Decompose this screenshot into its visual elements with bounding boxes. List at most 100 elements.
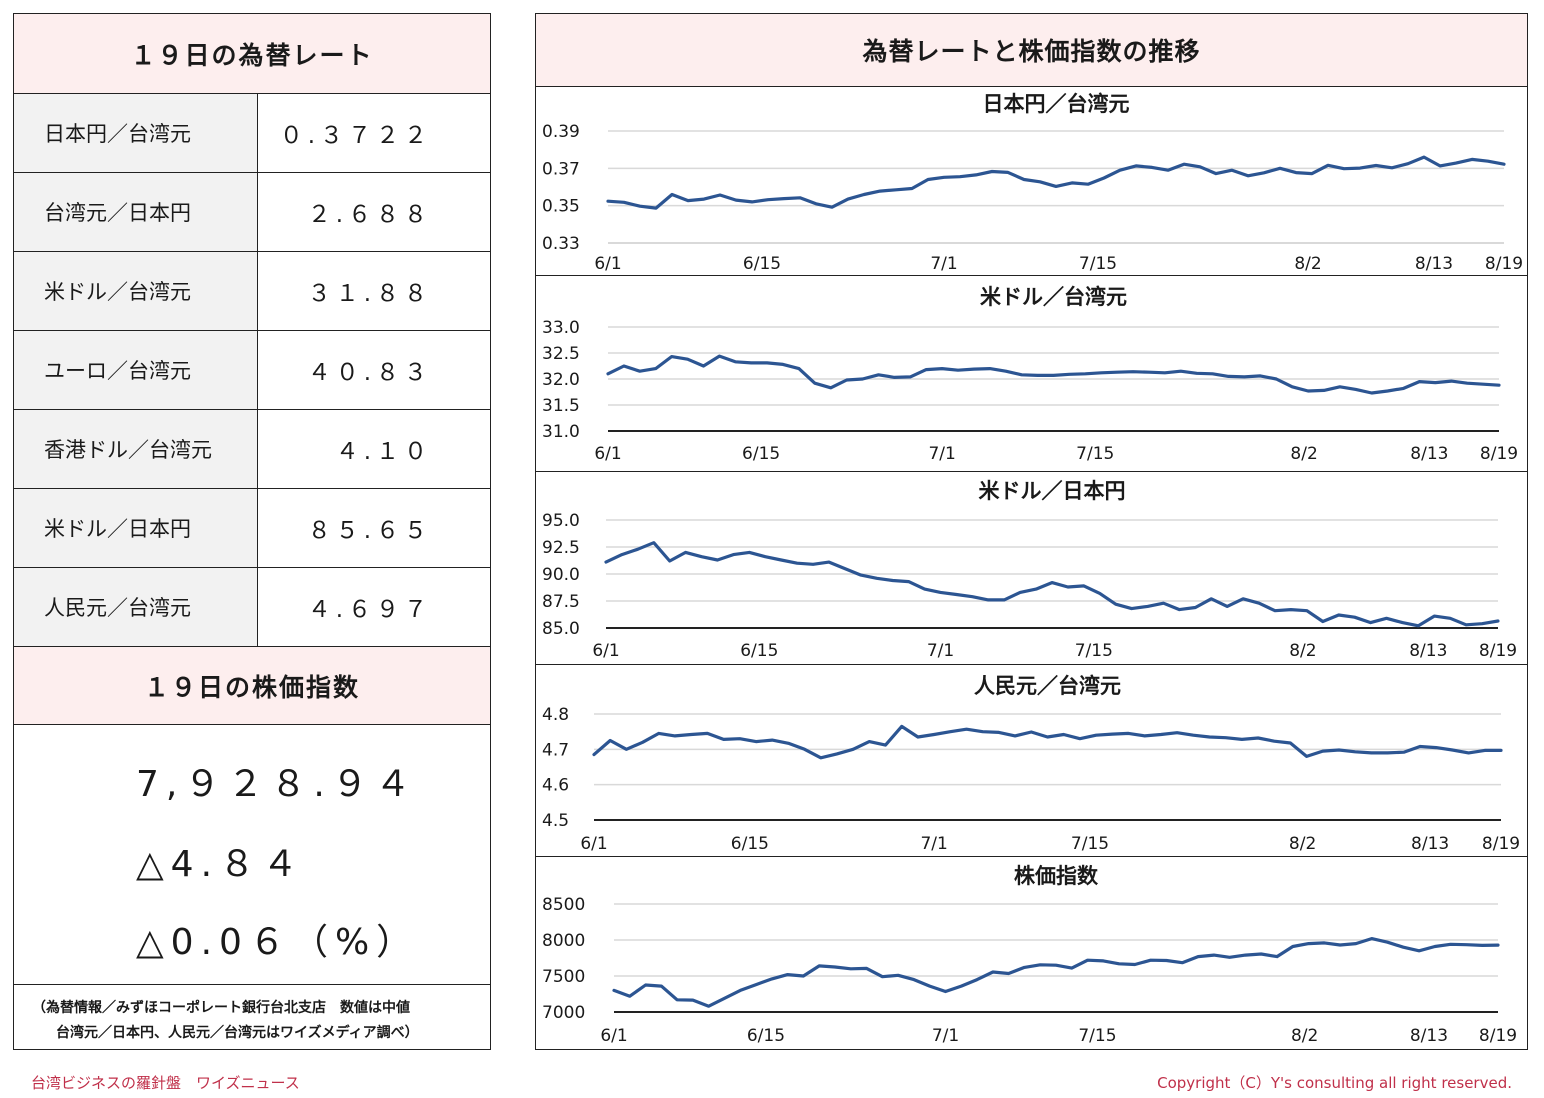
rate-row: ユーロ／台湾元 ４０.８３	[14, 331, 490, 410]
chart-title: 株価指数	[1014, 864, 1099, 888]
x-tick-label: 6/15	[740, 641, 778, 661]
x-tick-label: 6/15	[742, 444, 780, 464]
x-tick-label: 8/13	[1411, 834, 1449, 854]
chart-title: 米ドル／台湾元	[980, 285, 1127, 309]
x-tick-label: 8/2	[1290, 444, 1317, 464]
x-tick-label: 8/19	[1479, 641, 1517, 661]
rate-value: ４０.８３	[307, 360, 432, 386]
rates-panel: １９日の為替レート 日本円／台湾元 ０.３７２２ 台湾元／日本円 ２.６８８ 米…	[13, 13, 491, 1050]
y-tick-label: 0.33	[542, 234, 580, 254]
chart-panel-jpy-twd: 日本円／台湾元 0.39 0.37 0.35 0.33 6/1 6/15 7/1 7/15 8/2…	[536, 87, 1527, 276]
chart-title: 米ドル／日本円	[979, 479, 1126, 503]
x-tick-label: 6/1	[580, 834, 607, 854]
chart-panel-stock-index: 株価指数 8500 8000 7500 7000 6/1 6/15 7/1 7/15 8/2 8/1…	[536, 857, 1527, 1049]
y-tick-label: 32.0	[542, 370, 580, 390]
rate-row: 香港ドル／台湾元 ４.１０	[14, 410, 490, 489]
y-tick-label: 92.5	[542, 538, 580, 558]
rate-value: ４.１０	[335, 439, 432, 465]
x-tick-label: 6/1	[600, 1026, 627, 1046]
rate-value: ０.３７２２	[279, 123, 432, 149]
rate-label: ユーロ／台湾元	[14, 331, 258, 409]
y-tick-label: 85.0	[542, 619, 580, 639]
stock-change-percent: △0.0６（%）	[136, 922, 420, 963]
chart-usd-twd: 米ドル／台湾元 33.0 32.5 32.0 31.5 31.0 6/1 6/15 7/1 7/1…	[542, 285, 1518, 464]
rate-label: 米ドル／台湾元	[14, 252, 258, 330]
x-tick-label: 6/1	[594, 254, 621, 274]
x-tick-label: 7/15	[1078, 1026, 1116, 1046]
rate-value: ４.６９７	[307, 597, 432, 623]
rate-value: ８５.６５	[307, 518, 432, 544]
stock-change: △4.８４	[136, 844, 306, 885]
y-tick-label: 7500	[542, 967, 585, 987]
rate-value: ３１.８８	[307, 281, 432, 307]
y-tick-label: 31.5	[542, 396, 580, 416]
x-tick-label: 8/19	[1485, 254, 1523, 274]
rate-row: 台湾元／日本円 ２.６８８	[14, 173, 490, 252]
x-tick-label: 7/15	[1071, 834, 1109, 854]
y-tick-label: 8500	[542, 895, 585, 915]
x-tick-label: 8/19	[1480, 444, 1518, 464]
x-tick-label: 7/15	[1076, 444, 1114, 464]
trends-title: 為替レートと株価指数の推移	[536, 14, 1527, 87]
rate-label: 台湾元／日本円	[14, 173, 258, 251]
y-tick-label: 0.39	[542, 122, 580, 142]
x-tick-label: 7/15	[1075, 641, 1113, 661]
x-tick-label: 8/2	[1289, 834, 1316, 854]
y-tick-label: 0.35	[542, 197, 580, 217]
x-tick-label: 8/19	[1479, 1026, 1517, 1046]
series-line	[612, 936, 1500, 1008]
source-note-line: （為替情報／みずほコーポレート銀行台北支店 数値は中値	[32, 1000, 410, 1016]
x-tick-label: 7/1	[927, 641, 954, 661]
rate-label: 人民元／台湾元	[14, 568, 258, 646]
series-line	[606, 354, 1501, 395]
stock-value: 7,９２８.９４	[136, 764, 418, 805]
y-tick-label: 8000	[542, 931, 585, 951]
trends-panel: 為替レートと株価指数の推移 日本円／台湾元 0.39 0.37 0.35 0.33 6/1…	[535, 13, 1528, 1050]
chart-title: 日本円／台湾元	[983, 92, 1130, 116]
rate-row: 日本円／台湾元 ０.３７２２	[14, 94, 490, 173]
chart-panel-usd-twd: 米ドル／台湾元 33.0 32.5 32.0 31.5 31.0 6/1 6/15 7/1 7/1…	[536, 276, 1527, 472]
footer-copyright: Copyright（C）Y's consulting all right res…	[1157, 1074, 1512, 1092]
rates-title: １９日の為替レート	[14, 14, 490, 94]
rate-row: 人民元／台湾元 ４.６９７	[14, 568, 490, 647]
x-tick-label: 8/19	[1482, 834, 1520, 854]
y-tick-label: 33.0	[542, 318, 580, 338]
y-tick-label: 7000	[542, 1003, 585, 1023]
y-tick-label: 31.0	[542, 422, 580, 442]
x-tick-label: 7/1	[920, 834, 947, 854]
y-tick-label: 95.0	[542, 511, 580, 531]
x-tick-label: 7/15	[1079, 254, 1117, 274]
series-line	[592, 724, 1503, 760]
stock-title: １９日の株価指数	[14, 647, 490, 725]
x-tick-label: 8/2	[1294, 254, 1321, 274]
rate-row: 米ドル／台湾元 ３１.８８	[14, 252, 490, 331]
x-tick-label: 7/1	[930, 254, 957, 274]
x-tick-label: 6/1	[592, 641, 619, 661]
y-tick-label: 4.8	[542, 705, 569, 725]
rate-value: ２.６８８	[307, 202, 432, 228]
series-line	[604, 541, 1500, 628]
source-note: （為替情報／みずほコーポレート銀行台北支店 数値は中値 台湾元／日本円、人民元／…	[14, 986, 490, 1049]
x-tick-label: 7/1	[928, 444, 955, 464]
chart-panel-usd-jpy: 米ドル／日本円 95.0 92.5 90.0 87.5 85.0 6/1 6/15 7/1 7/1…	[536, 472, 1527, 665]
rate-label: 日本円／台湾元	[14, 94, 258, 172]
y-tick-label: 4.6	[542, 776, 569, 796]
y-tick-label: 90.0	[542, 565, 580, 585]
x-tick-label: 7/1	[932, 1026, 959, 1046]
x-tick-label: 6/15	[731, 834, 769, 854]
series-line	[606, 155, 1506, 210]
y-tick-label: 32.5	[542, 344, 580, 364]
x-tick-label: 8/13	[1415, 254, 1453, 274]
stock-index-box: 7,９２８.９４ △4.８４ △0.0６（%）	[14, 725, 490, 985]
x-tick-label: 6/15	[743, 254, 781, 274]
rate-row: 米ドル／日本円 ８５.６５	[14, 489, 490, 568]
y-tick-label: 4.7	[542, 740, 569, 760]
x-tick-label: 6/1	[594, 444, 621, 464]
x-tick-label: 6/15	[747, 1026, 785, 1046]
x-tick-label: 8/2	[1291, 1026, 1318, 1046]
chart-jpy-twd: 日本円／台湾元 0.39 0.37 0.35 0.33 6/1 6/15 7/1 7/15 8/2…	[542, 92, 1523, 274]
chart-panel-cny-twd: 人民元／台湾元 4.8 4.7 4.6 4.5 6/1 6/15 7/1 7/15 8/2 8/13…	[536, 665, 1527, 857]
rate-label: 米ドル／日本円	[14, 489, 258, 567]
x-tick-label: 8/13	[1410, 1026, 1448, 1046]
chart-usd-jpy: 米ドル／日本円 95.0 92.5 90.0 87.5 85.0 6/1 6/15 7/1 7/1…	[542, 479, 1517, 661]
